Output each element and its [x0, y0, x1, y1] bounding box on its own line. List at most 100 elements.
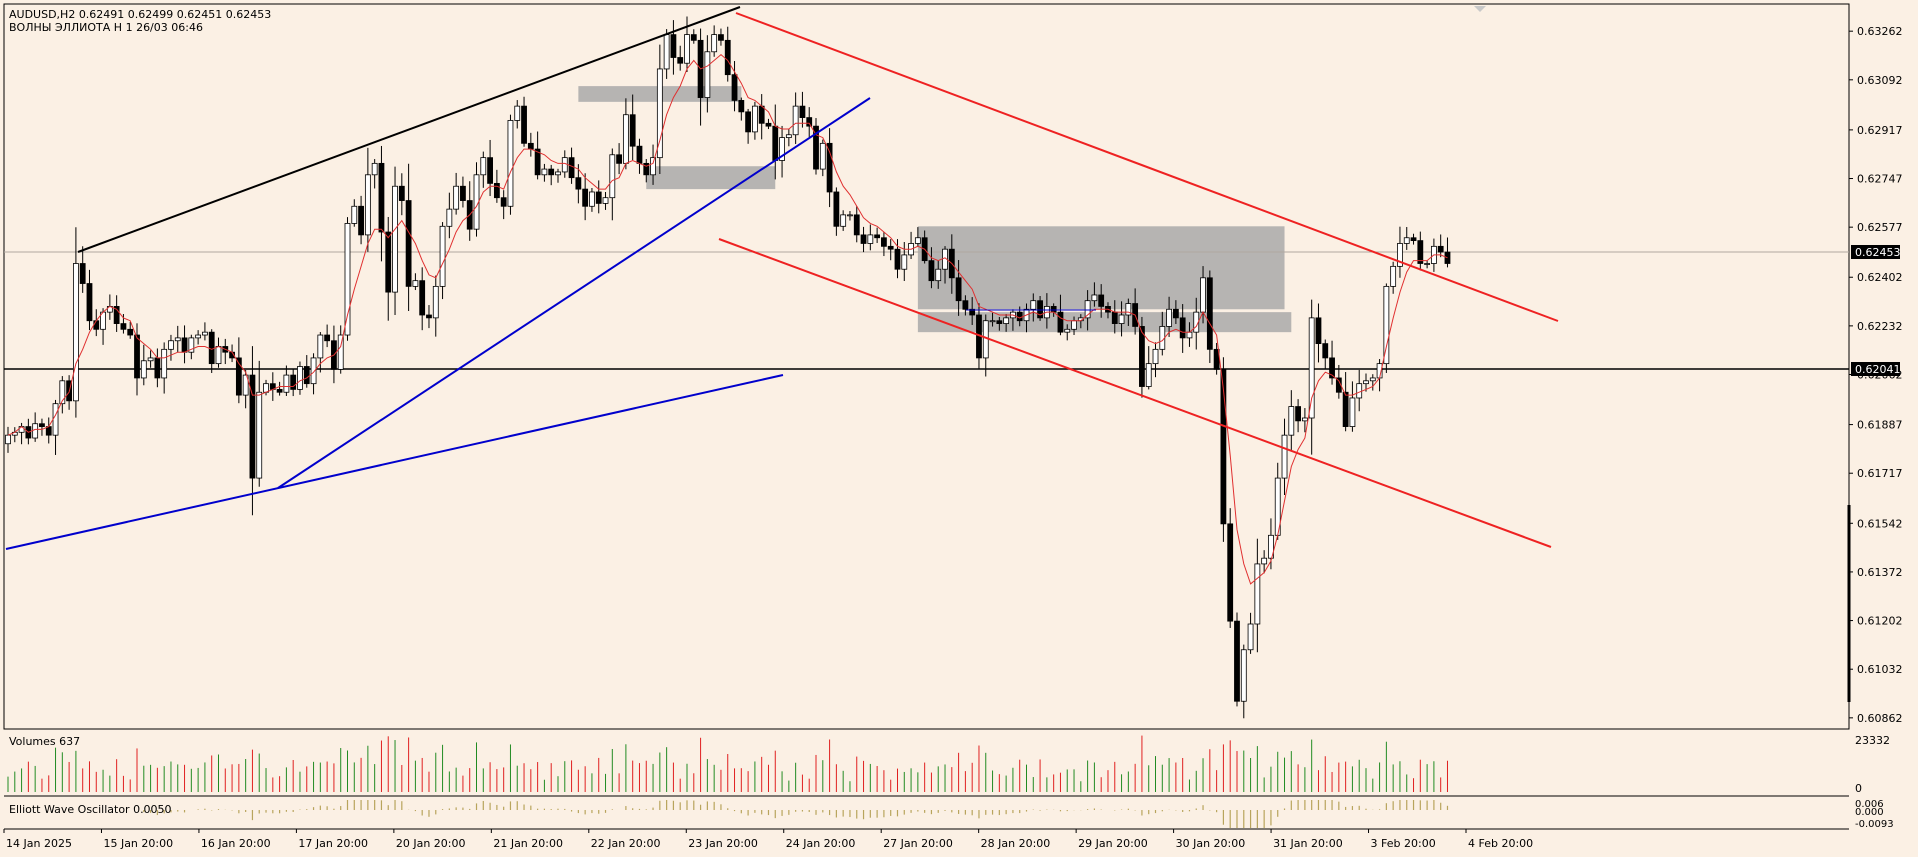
- candle: [609, 148, 616, 221]
- candle-body: [1172, 308, 1179, 319]
- candle-body: [853, 214, 860, 236]
- price-axis[interactable]: 0.63262 0.63092 0.62917 0.62747 0.62577 0.624…: [1849, 25, 1903, 725]
- candle-body: [1363, 380, 1369, 385]
- candle-body: [120, 323, 127, 330]
- candle: [711, 25, 718, 57]
- time-tick-label: 22 Jan 20:00: [591, 837, 661, 850]
- volume-bars: [7, 735, 1448, 792]
- candle-body: [446, 208, 453, 227]
- candle-body: [772, 125, 779, 161]
- candle-body: [874, 234, 881, 239]
- candle-body: [745, 111, 752, 133]
- price-tick-label: 0.62232: [1857, 320, 1903, 333]
- candlestick-series: [5, 16, 1451, 719]
- candle: [140, 344, 147, 386]
- candle: [785, 128, 792, 147]
- candle-body: [527, 142, 534, 150]
- candle: [813, 118, 819, 175]
- candle-body: [453, 185, 460, 210]
- candle-body: [5, 434, 11, 445]
- candle-body: [154, 357, 161, 379]
- candle-body: [242, 374, 249, 396]
- candle-body: [629, 114, 636, 147]
- candle: [643, 159, 650, 183]
- candle: [806, 107, 813, 137]
- candle-body: [303, 366, 310, 385]
- candle: [1206, 270, 1213, 364]
- price-tick-label: 0.61542: [1857, 517, 1903, 530]
- candle: [548, 164, 555, 186]
- symbol-info: AUDUSD,H2 0.62491 0.62499 0.62451 0.6245…: [9, 8, 271, 21]
- candle-body: [847, 214, 853, 217]
- candle: [86, 269, 93, 331]
- candle: [1295, 399, 1301, 433]
- candle: [677, 45, 684, 71]
- time-tick-label: 31 Jan 20:00: [1273, 837, 1343, 850]
- level-price-tag: 0.62041: [1851, 362, 1901, 376]
- candle-body: [480, 157, 487, 176]
- candle: [1030, 293, 1037, 322]
- candle: [826, 128, 833, 208]
- candle-body: [1139, 326, 1145, 387]
- candle: [507, 114, 514, 215]
- candle-body: [276, 388, 283, 393]
- candle-body: [1111, 311, 1118, 324]
- candle: [779, 125, 785, 178]
- price-tick-label: 0.63092: [1857, 74, 1903, 87]
- candle-body: [1234, 620, 1240, 702]
- candle: [881, 232, 887, 257]
- candle: [819, 139, 826, 177]
- candle-body: [1213, 348, 1220, 370]
- candle-body: [371, 162, 378, 176]
- candle-body: [1342, 391, 1349, 427]
- candle: [955, 260, 962, 316]
- candle: [1369, 374, 1376, 391]
- candle-body: [208, 331, 215, 365]
- candle-body: [256, 391, 263, 479]
- candle-body: [840, 214, 847, 227]
- price-tick-label: 0.62917: [1857, 124, 1903, 137]
- candle-body: [215, 346, 222, 365]
- candle: [738, 97, 745, 121]
- candle-body: [1417, 240, 1424, 264]
- candle: [134, 323, 140, 396]
- candle: [616, 143, 622, 175]
- candle-body: [1247, 623, 1254, 651]
- time-tick-label: 30 Jan 20:00: [1176, 837, 1246, 850]
- candle-body: [548, 168, 555, 176]
- candle-body: [1369, 377, 1376, 382]
- candle-body: [541, 168, 548, 176]
- candle-body: [711, 34, 718, 53]
- candle: [1315, 303, 1322, 363]
- blue-trendline-shallow[interactable]: [5, 374, 784, 550]
- candle: [1227, 508, 1234, 628]
- candle-body: [39, 423, 45, 427]
- candle-body: [1200, 277, 1206, 313]
- blue-trendline-steep[interactable]: [277, 97, 871, 489]
- chart-shift-marker[interactable]: [1474, 6, 1486, 12]
- candle-body: [568, 157, 575, 179]
- red-channel-upper[interactable]: [735, 12, 1559, 322]
- candle-body: [1315, 317, 1322, 345]
- candle-body: [113, 306, 120, 324]
- candle-body: [1308, 317, 1315, 419]
- red-channel-lower[interactable]: [718, 238, 1552, 548]
- candle-body: [392, 185, 398, 293]
- candle: [351, 199, 358, 227]
- upper-black-trendline[interactable]: [77, 6, 741, 253]
- candle-body: [1118, 314, 1125, 324]
- candle: [500, 190, 507, 220]
- oscillator-axis-mid: 0.000: [1855, 807, 1884, 818]
- candle: [460, 176, 466, 208]
- candle-body: [799, 105, 806, 118]
- time-tick-label: 23 Jan 20:00: [688, 837, 758, 850]
- moving-average-line: [7, 53, 1448, 585]
- candle: [1288, 390, 1295, 451]
- time-axis[interactable]: 14 Jan 2025 15 Jan 20:00 16 Jan 20:00 17 Ja…: [3, 829, 1533, 850]
- candle: [752, 101, 758, 140]
- candle: [290, 369, 297, 397]
- candle-body: [663, 34, 670, 70]
- candle: [1220, 357, 1227, 542]
